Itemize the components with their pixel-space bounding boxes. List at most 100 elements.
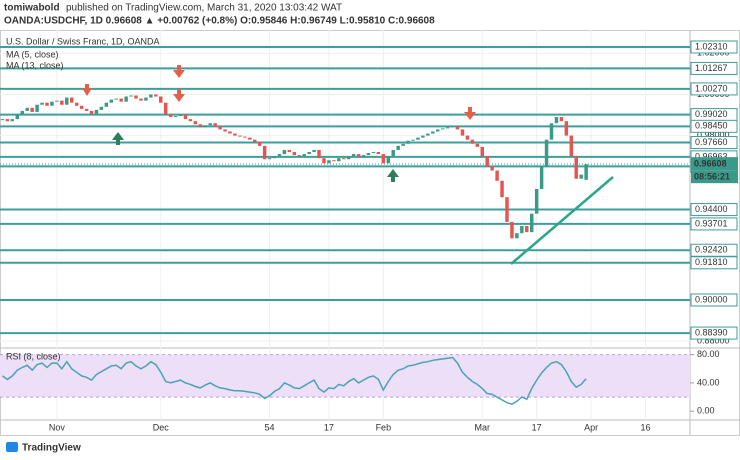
down-arrow bbox=[468, 107, 472, 112]
candle-body bbox=[218, 126, 222, 130]
candle-body bbox=[198, 124, 203, 128]
candle-body bbox=[307, 152, 311, 155]
candle-body bbox=[114, 98, 118, 100]
rsi-band bbox=[0, 354, 690, 398]
candle-body bbox=[366, 153, 371, 156]
level-label-box bbox=[690, 256, 738, 270]
candle-body bbox=[238, 135, 242, 137]
candle-body bbox=[579, 174, 583, 179]
level-label-box bbox=[690, 82, 738, 96]
candle-body bbox=[416, 137, 420, 140]
candle-body bbox=[426, 133, 430, 136]
candle-body bbox=[129, 95, 133, 97]
candle-body bbox=[154, 94, 158, 97]
candle-body bbox=[10, 119, 15, 122]
candle-body bbox=[529, 213, 534, 233]
down-arrow bbox=[82, 88, 92, 96]
candle-body bbox=[297, 155, 301, 157]
x-tick-label: 54 bbox=[265, 422, 275, 432]
level-label-box bbox=[690, 40, 738, 54]
candle-body bbox=[534, 189, 539, 214]
candle-body bbox=[65, 97, 69, 105]
candle-body bbox=[74, 102, 79, 106]
candle-body bbox=[445, 127, 450, 129]
level-label-box bbox=[690, 293, 738, 307]
candle-body bbox=[520, 226, 524, 234]
candle-body bbox=[386, 156, 391, 164]
candle-body bbox=[213, 123, 217, 127]
level-label-box bbox=[690, 217, 738, 231]
candle-body bbox=[391, 149, 395, 157]
candle-body bbox=[322, 158, 326, 164]
y-tick-label: 0.98000 bbox=[697, 130, 730, 140]
candle-body bbox=[119, 98, 123, 102]
up-arrow bbox=[116, 140, 120, 145]
candle-body bbox=[282, 149, 287, 155]
candle-body bbox=[361, 155, 366, 158]
level-label-box bbox=[690, 136, 738, 150]
x-tick-label: 16 bbox=[640, 422, 650, 432]
x-tick-label: Nov bbox=[49, 422, 66, 432]
published: published on TradingView.com, March 31, … bbox=[66, 3, 342, 14]
level-label: 0.98450 bbox=[695, 121, 728, 131]
candle-body bbox=[465, 135, 470, 140]
level-label-box bbox=[690, 119, 738, 133]
legend: U.S. Dollar / Swiss Franc, 1D, OANDA MA … bbox=[6, 36, 160, 361]
quote: OANDA:USDCHF, 1D 0.96608 ▲ +0.00762 (+0.… bbox=[4, 16, 435, 27]
level-label: 0.96963 bbox=[695, 151, 728, 161]
candle-body bbox=[371, 152, 376, 154]
candle-body bbox=[440, 128, 445, 130]
candle-body bbox=[569, 135, 574, 157]
candle-body bbox=[287, 149, 292, 153]
down-arrow bbox=[85, 84, 89, 88]
candle-body bbox=[480, 146, 484, 157]
candle-body bbox=[342, 158, 346, 160]
candle-body bbox=[515, 233, 519, 239]
candle-body bbox=[406, 140, 410, 144]
candle-body bbox=[193, 121, 198, 125]
level-label-box bbox=[690, 203, 738, 217]
candle-body bbox=[327, 160, 331, 164]
footer-brand: TradingView bbox=[22, 443, 81, 454]
candle-body bbox=[401, 143, 405, 146]
up-arrow bbox=[112, 132, 124, 140]
candle-body bbox=[5, 119, 10, 122]
y-tick-label: 0.00 bbox=[697, 406, 715, 416]
level-label: 0.94400 bbox=[695, 204, 728, 214]
level-label: 0.88390 bbox=[695, 327, 728, 337]
footer: TradingView bbox=[6, 442, 81, 454]
rsi-line bbox=[2, 356, 587, 406]
candle-body bbox=[248, 137, 252, 140]
y-tick-label: 80.00 bbox=[697, 349, 720, 359]
candle-body bbox=[346, 156, 351, 160]
candle-body bbox=[233, 133, 237, 136]
candle-body bbox=[149, 94, 153, 98]
candle-body bbox=[495, 170, 499, 181]
candle-body bbox=[470, 139, 475, 144]
candle-body bbox=[351, 154, 356, 157]
indicator-label: MA (5, close) bbox=[6, 49, 59, 59]
candle-body bbox=[549, 123, 554, 140]
candle-body bbox=[183, 115, 188, 120]
down-arrow bbox=[464, 112, 476, 120]
author: tomiwabold bbox=[4, 3, 60, 14]
candle-body bbox=[89, 110, 94, 114]
candle-body bbox=[460, 129, 465, 136]
candle-body bbox=[173, 116, 178, 118]
candle-body bbox=[272, 156, 277, 159]
candle-body bbox=[134, 95, 138, 99]
candle-body bbox=[139, 98, 143, 101]
candle-body bbox=[253, 139, 257, 142]
level-label-box bbox=[690, 326, 738, 340]
candle-body bbox=[574, 156, 578, 179]
candle-body bbox=[475, 143, 480, 147]
candle-body bbox=[262, 145, 267, 160]
candle-body bbox=[55, 100, 59, 102]
countdown-box bbox=[691, 170, 738, 184]
candle-body bbox=[544, 139, 549, 167]
x-tick-label: 17 bbox=[532, 422, 542, 432]
level-label-box bbox=[690, 243, 738, 257]
candle-body bbox=[554, 117, 559, 124]
candle-body bbox=[178, 115, 183, 117]
